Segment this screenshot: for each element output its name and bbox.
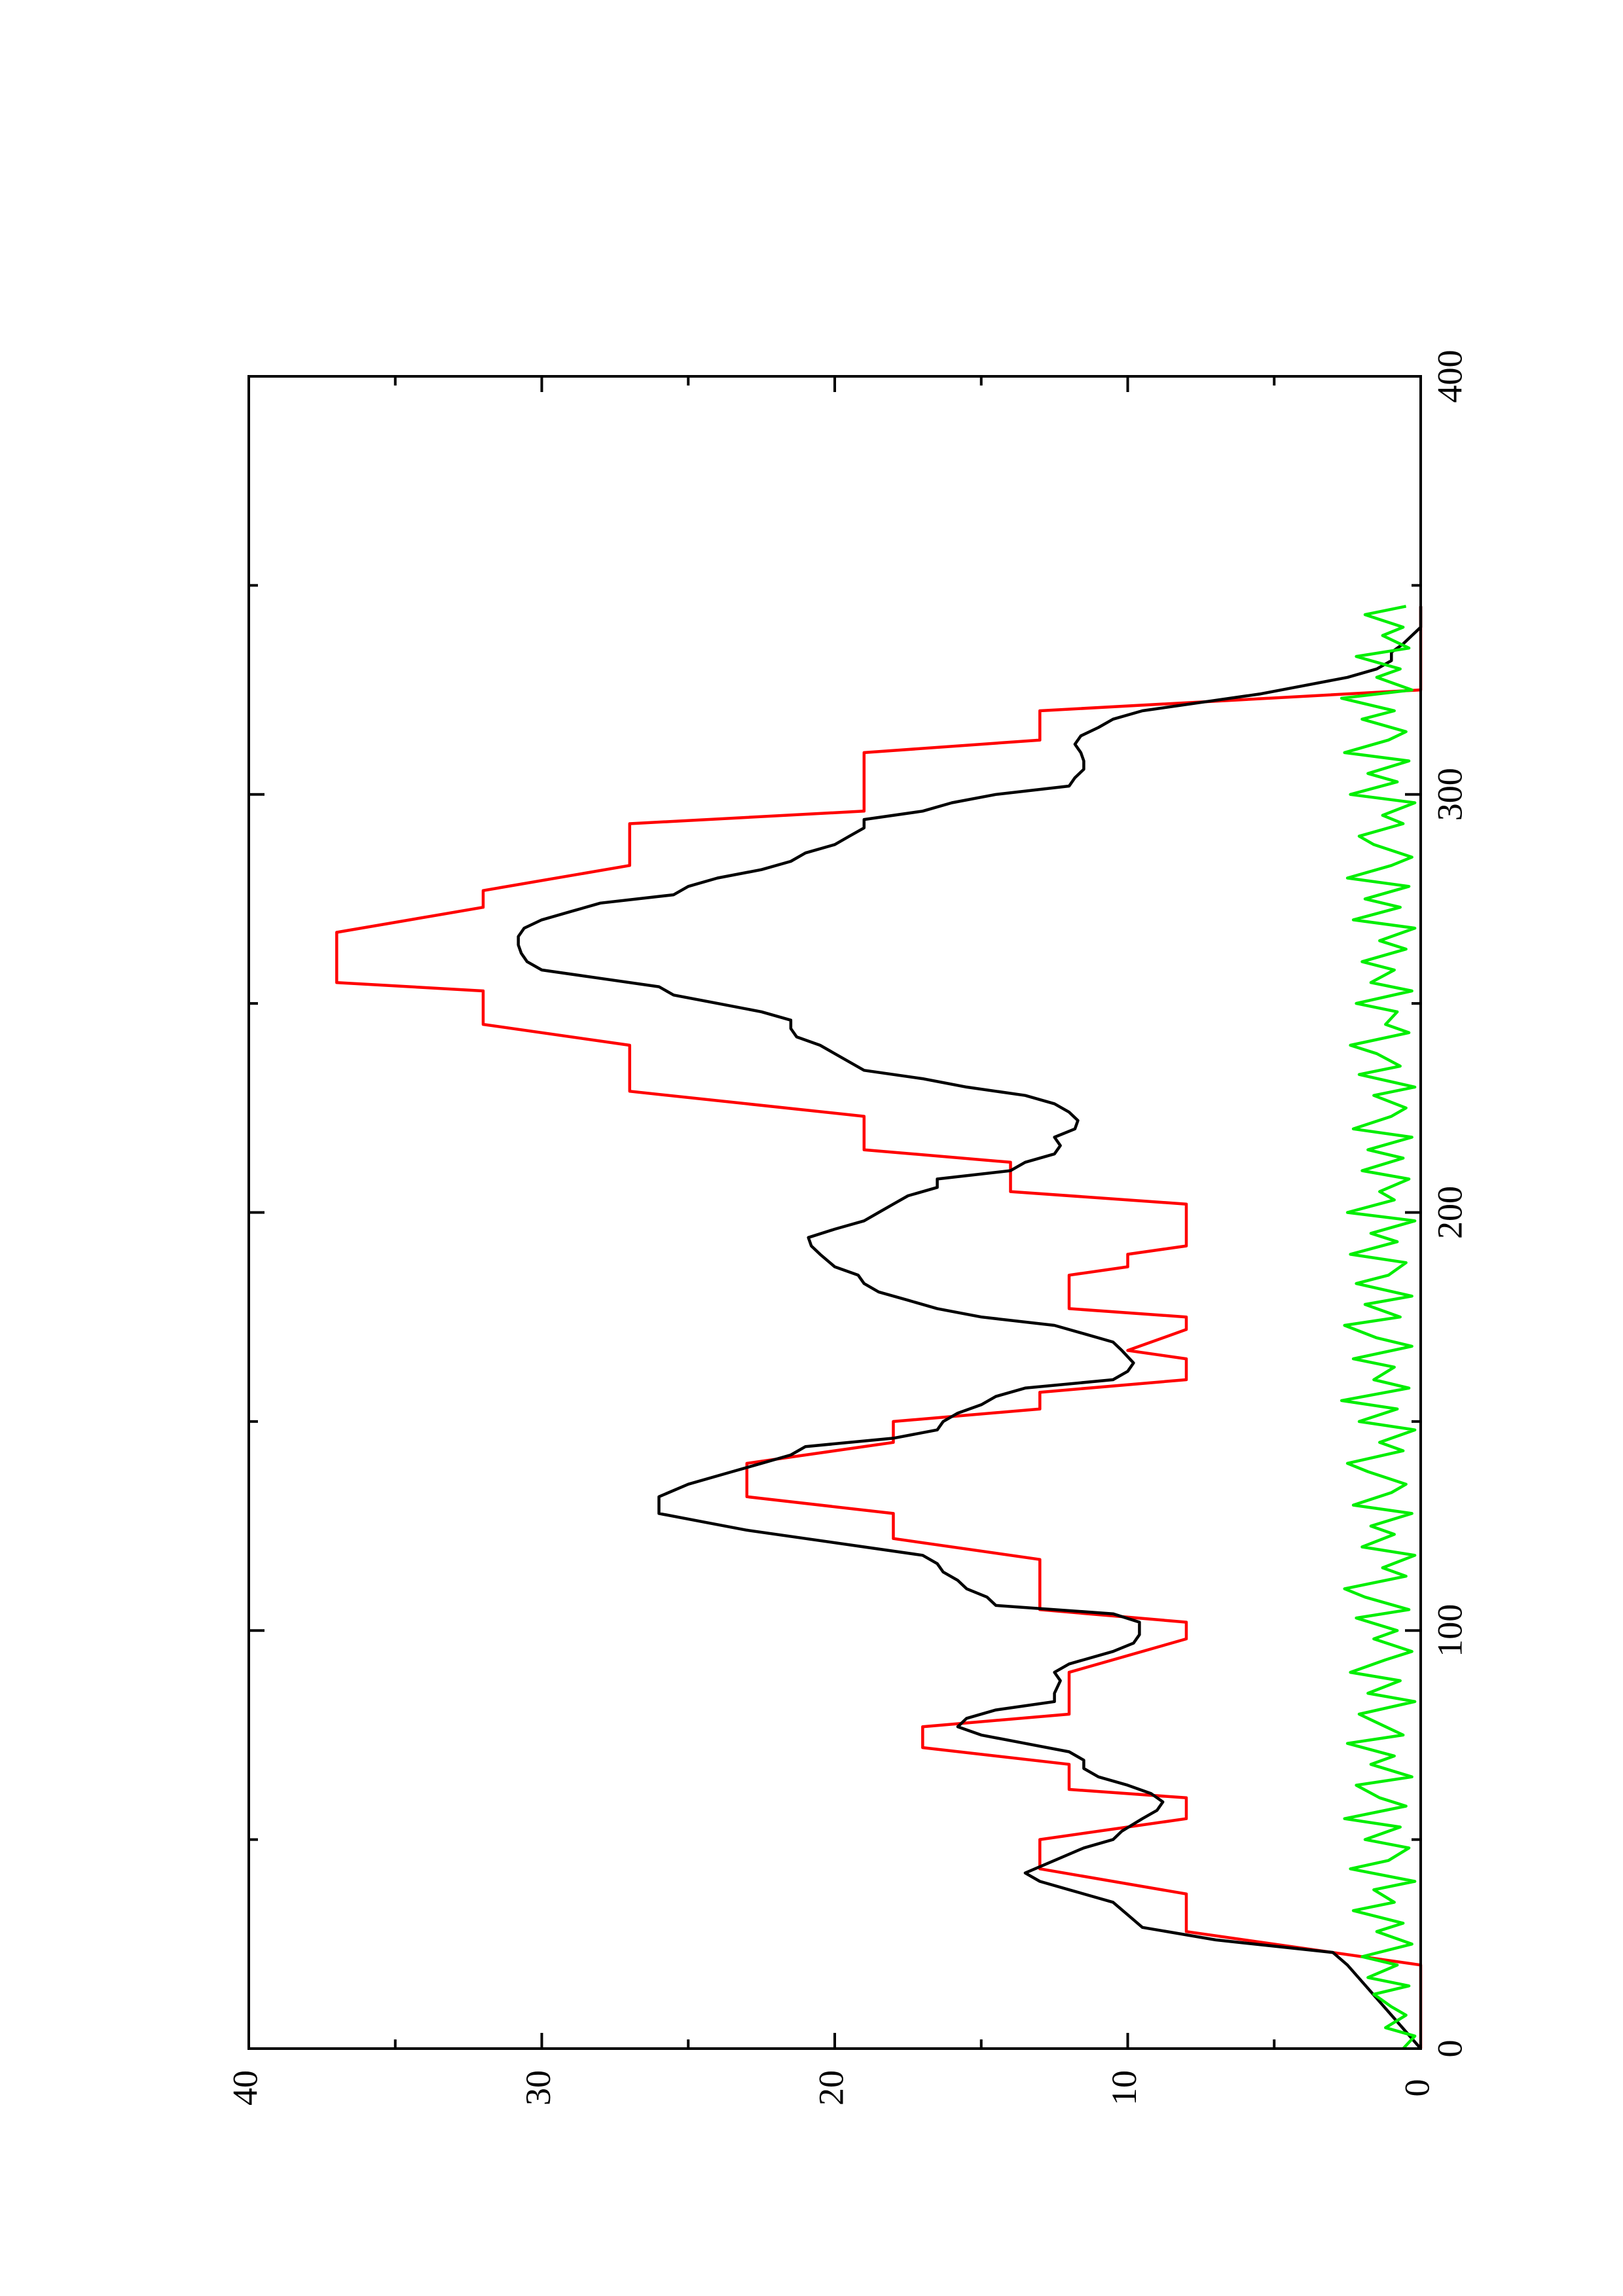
x-tick-label-300: 300: [1430, 768, 1469, 821]
x-tick-label-400: 400: [1430, 350, 1469, 403]
series-line-2: [517, 606, 1423, 2050]
x-tick-label-0: 0: [1430, 2040, 1469, 2058]
series-line-1: [335, 606, 1423, 2049]
y-tick-label-10: 10: [1104, 2070, 1144, 2106]
series-line-3: [1340, 605, 1417, 2050]
series-layer: [335, 605, 1423, 2050]
x-tick-label-100: 100: [1430, 1604, 1469, 1657]
x-tick-label-200: 200: [1430, 1186, 1469, 1239]
y-tick-label-20: 20: [811, 2070, 850, 2106]
y-tick-label-0: 0: [1397, 2079, 1436, 2097]
y-tick-label-30: 30: [519, 2070, 558, 2106]
tick-layer: 0 100 200 300 400 0 10 20 30 40: [225, 350, 1469, 2106]
y-tick-label-40: 40: [225, 2070, 264, 2106]
plot-frame: [247, 375, 1422, 2050]
